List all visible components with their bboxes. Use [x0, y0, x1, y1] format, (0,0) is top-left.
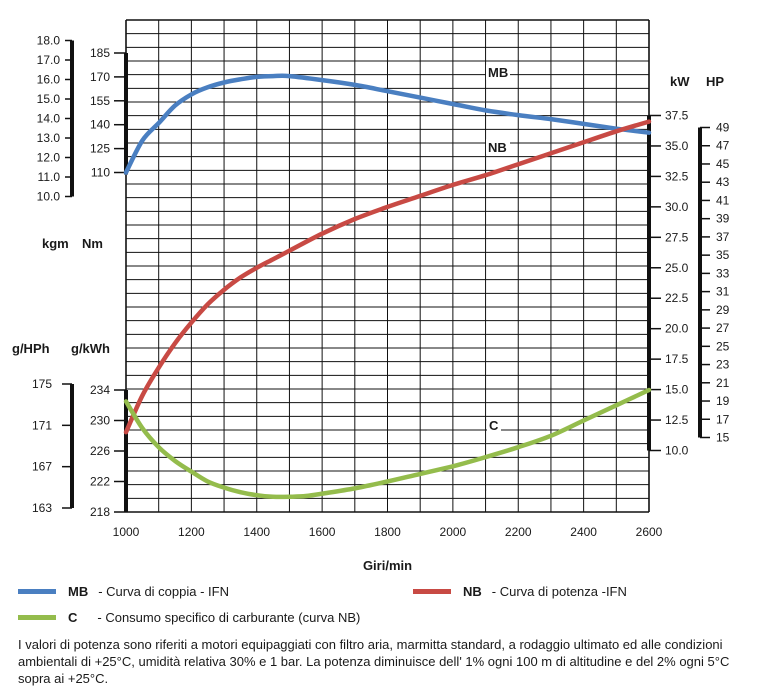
kw-tick-label: 30.0 [665, 200, 689, 214]
legend-swatch-mb [18, 589, 56, 594]
nm-tick-label: 140 [90, 118, 110, 132]
x-axis-label: Giri/min [363, 558, 412, 573]
x-tick-label: 2400 [570, 525, 597, 539]
legend-key-c: C [68, 610, 78, 625]
kw-tick-label: 35.0 [665, 139, 689, 153]
kgm-axis-label: kgm [42, 236, 69, 251]
kw-tick-label: 25.0 [665, 261, 689, 275]
kw-axis-label: kW [670, 74, 690, 89]
series-line-nb [123, 119, 652, 435]
nm-tick-label: 185 [90, 46, 110, 60]
gkwh-tick-label: 222 [90, 475, 110, 489]
curve-label-nb: NB [488, 140, 507, 155]
x-tick-label: 1400 [243, 525, 270, 539]
hp-tick-label: 43 [716, 175, 730, 189]
hp-tick-label: 17 [716, 412, 730, 426]
legend-text-mb: - Curva di coppia - IFN [98, 584, 229, 599]
gkwh-tick-label: 234 [90, 383, 110, 397]
gkwh-tick-label: 230 [90, 414, 110, 428]
kgm-tick-label: 10.0 [37, 190, 61, 204]
kw-tick-label: 22.5 [665, 291, 689, 305]
nm-tick-label: 110 [91, 166, 110, 180]
hp-tick-label: 29 [716, 303, 730, 317]
footnote: I valori di potenza sono riferiti a moto… [18, 637, 730, 686]
hp-tick-label: 49 [716, 121, 730, 135]
kgm-tick-label: 11.0 [38, 170, 61, 184]
kw-tick-label: 12.5 [665, 413, 689, 427]
legend-item-mb: MB - Curva di coppia - IFN [18, 584, 229, 599]
hp-tick-label: 33 [716, 266, 730, 280]
ghph-tick-label: 171 [32, 418, 52, 432]
hp-axis-label: HP [706, 74, 724, 89]
curve-label-c: C [489, 418, 499, 433]
label-bg-c [487, 418, 501, 433]
kw-tick-label: 10.0 [665, 444, 689, 458]
hp-tick-label: 25 [716, 339, 730, 353]
hp-tick-label: 31 [716, 285, 730, 299]
hp-tick-label: 35 [716, 248, 730, 262]
engine-performance-chart: 1000 1200 1400 1600 1800 2000 2200 2400 2600 Giri… [12, 19, 730, 573]
kw-tick-label: 15.0 [665, 383, 689, 397]
nm-axis-label: Nm [82, 236, 103, 251]
label-bg-mb [486, 65, 510, 80]
kw-tick-label: 37.5 [665, 109, 689, 123]
ghph-tick-label: 167 [32, 460, 52, 474]
hp-tick-label: 21 [716, 376, 730, 390]
hp-tick-label: 39 [716, 212, 730, 226]
legend-item-nb: NB - Curva di potenza -IFN [413, 584, 627, 599]
hp-tick-label: 47 [716, 139, 730, 153]
kgm-tick-label: 17.0 [37, 53, 61, 67]
kw-tick-label: 32.5 [665, 169, 689, 183]
x-tick-label: 1000 [113, 525, 140, 539]
x-tick-label: 1800 [374, 525, 401, 539]
legend-key-nb: NB [463, 584, 482, 599]
hp-tick-label: 27 [716, 321, 730, 335]
legend: MB - Curva di coppia - IFN NB - Curva di… [18, 580, 758, 632]
kw-tick-label: 27.5 [665, 230, 689, 244]
kgm-tick-label: 16.0 [37, 73, 61, 87]
hp-tick-label: 45 [716, 157, 730, 171]
hp-tick-label: 23 [716, 358, 730, 372]
legend-key-mb: MB [68, 584, 89, 599]
gkwh-tick-label: 226 [90, 444, 110, 458]
ghph-axis-label: g/HPh [12, 341, 50, 356]
kgm-tick-label: 15.0 [37, 92, 61, 106]
series-line-c [123, 387, 652, 500]
x-tick-label: 2200 [505, 525, 532, 539]
hp-tick-label: 15 [716, 431, 730, 445]
hp-tick-label: 41 [716, 193, 730, 207]
kw-tick-label: 20.0 [665, 322, 689, 336]
kgm-tick-label: 14.0 [37, 112, 61, 126]
hp-tick-label: 19 [716, 394, 730, 408]
gkwh-tick-label: 218 [90, 505, 110, 519]
x-tick-label: 1600 [309, 525, 336, 539]
ghph-tick-label: 175 [32, 377, 52, 391]
nm-tick-label: 170 [90, 70, 110, 84]
nm-tick-label: 155 [90, 94, 110, 108]
hp-tick-label: 37 [716, 230, 730, 244]
nm-tick-label: 125 [90, 142, 110, 156]
legend-text-c: - Consumo specifico di carburante (curva… [97, 610, 361, 625]
series-line-mb [123, 73, 652, 175]
ghph-tick-label: 163 [32, 501, 52, 515]
x-tick-label: 2600 [636, 525, 663, 539]
kgm-tick-label: 13.0 [37, 131, 61, 145]
kgm-tick-label: 12.0 [37, 151, 61, 165]
x-tick-label: 2000 [440, 525, 467, 539]
legend-swatch-c [18, 615, 56, 620]
legend-item-c: C - Consumo specifico di carburante (cur… [18, 610, 360, 625]
curve-label-mb: MB [488, 65, 508, 80]
kgm-tick-label: 18.0 [37, 34, 61, 48]
legend-text-nb: - Curva di potenza -IFN [491, 584, 627, 599]
kw-tick-label: 17.5 [665, 352, 689, 366]
x-tick-label: 1200 [178, 525, 205, 539]
label-bg-nb [486, 139, 510, 154]
legend-swatch-nb [413, 589, 451, 594]
gkwh-axis-label: g/kWh [71, 341, 110, 356]
chart-svg: 1000 1200 1400 1600 1800 2000 2200 2400 2600 Giri… [12, 19, 730, 573]
